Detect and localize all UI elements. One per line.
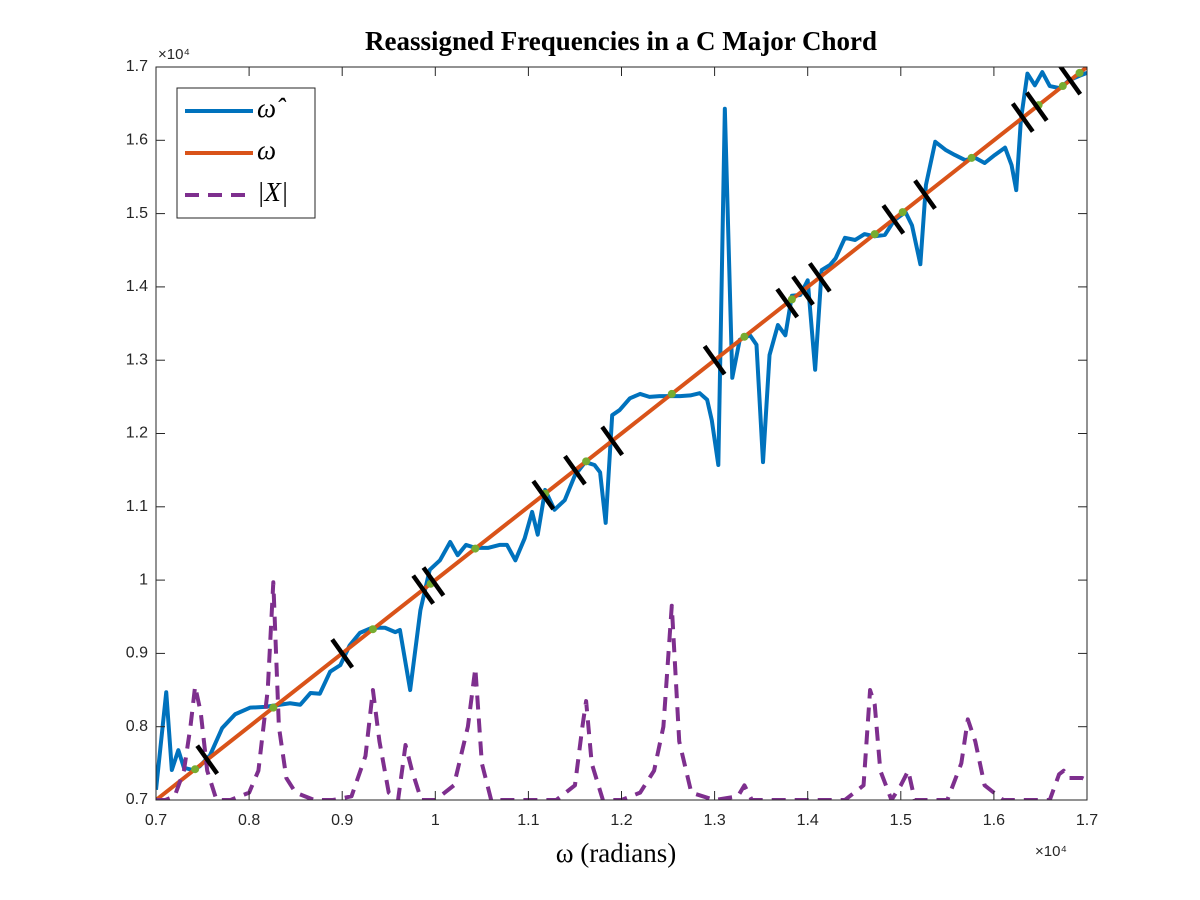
dot-marker: [967, 153, 976, 162]
x-tick-label: 1.2: [610, 812, 632, 829]
y-tick-label: 1.2: [126, 425, 148, 442]
slash-marker: [1024, 91, 1049, 122]
dot-marker: [898, 208, 907, 217]
y-tick-label: 0.9: [126, 645, 148, 662]
x-tick-label: 1: [431, 812, 440, 829]
x-tick-label: 0.8: [238, 812, 260, 829]
y-tick-label: 0.8: [126, 718, 148, 735]
slash-marker: [421, 566, 446, 597]
dot-marker: [368, 625, 377, 634]
x-tick-label: 1.4: [797, 812, 819, 829]
slash-marker: [1010, 102, 1035, 133]
dot-marker: [191, 765, 200, 774]
axes-box: [155, 66, 1088, 801]
x-tick-label: 1.3: [703, 812, 725, 829]
x-tick-label: 1.6: [983, 812, 1005, 829]
slash-marker: [775, 287, 800, 319]
slash-marker: [913, 179, 937, 210]
y-tick-label: 1: [139, 571, 148, 588]
slash-marker: [531, 479, 556, 511]
series-line: [156, 580, 1087, 800]
dot-marker: [740, 332, 749, 341]
x-axis-label: ω (radians): [556, 838, 676, 868]
dot-marker: [269, 703, 278, 712]
chart-title: Reassigned Frequencies in a C Major Chor…: [365, 26, 877, 56]
plot-area: [156, 67, 1087, 800]
y-tick-label: 1.5: [126, 205, 148, 222]
dot-marker: [1058, 82, 1067, 91]
x-tick-label: 1.1: [517, 812, 539, 829]
slash-marker: [195, 744, 220, 775]
y-tick-label: 1.7: [126, 58, 148, 75]
slash-marker: [881, 204, 906, 235]
x-tick-label: 1.7: [1076, 812, 1098, 829]
x-tick-label: 0.7: [145, 812, 167, 829]
slash-marker: [1058, 67, 1083, 96]
dot-marker: [582, 457, 591, 466]
slash-marker: [791, 275, 815, 306]
legend-label: |X|: [257, 177, 288, 207]
dot-marker: [787, 295, 796, 304]
y-tick-label: 1.3: [126, 351, 148, 368]
slash-marker: [600, 425, 625, 457]
dot-marker: [1075, 68, 1084, 77]
dot-marker: [471, 544, 480, 553]
y-tick-label: 1.4: [126, 278, 148, 295]
x-tick-label: 1.5: [890, 812, 912, 829]
y-tick-label: 1.1: [126, 498, 148, 515]
series-line: [156, 67, 1087, 800]
dot-marker: [870, 230, 879, 239]
y-tick-label: 1.6: [126, 132, 148, 149]
dot-marker: [667, 389, 676, 398]
legend: ω̂ω|X|: [176, 87, 316, 219]
slash-marker: [807, 262, 832, 293]
slash-marker: [411, 574, 436, 605]
x-tick-label: 0.9: [331, 812, 353, 829]
slash-marker: [563, 454, 587, 486]
x-multiplier: ×10⁴: [1035, 843, 1067, 860]
slash-marker: [330, 638, 355, 669]
legend-label: ω: [257, 135, 276, 165]
slash-marker: [702, 344, 727, 376]
y-multiplier: ×10⁴: [158, 46, 190, 63]
axes: 0.7 0.8 0.9 1 1.1 1.2 1.3 1.4 1.5 1.6 1.7 0.7 0.8 0.9…: [126, 58, 1098, 829]
series-line: [156, 70, 1087, 790]
y-tick-label: 0.7: [126, 791, 148, 808]
